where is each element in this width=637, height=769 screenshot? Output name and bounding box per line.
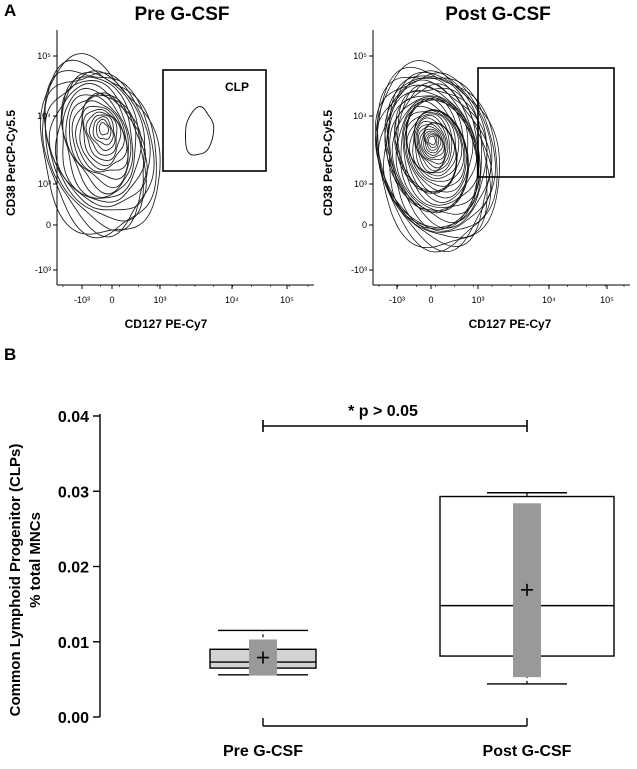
y-axis-label: CD38 PerCP-Cy5.5: [4, 110, 18, 216]
contour-line: [68, 92, 132, 189]
panel-letter-a: A: [4, 1, 16, 20]
contour-line: [61, 80, 146, 203]
y-tick-label: 0.03: [58, 484, 89, 501]
contour-line: [39, 53, 161, 235]
x-axis-label: CD127 PE-Cy7: [469, 317, 552, 331]
x-axis-label: CD127 PE-Cy7: [125, 317, 208, 331]
flow-axes: 10⁵ 10⁴ 10³ 0 -10³ -10³ 0 10³ 10⁴ 10⁵: [351, 30, 630, 305]
contour-line: [391, 84, 479, 213]
contour-line: [412, 113, 457, 177]
contour-line: [81, 105, 125, 167]
category-label: Post G-CSF: [483, 743, 572, 760]
y-tick-label: -10³: [351, 265, 367, 275]
clp-gate: [162, 69, 267, 172]
x-tick-label: -10³: [389, 295, 405, 305]
contour-line: [375, 72, 493, 247]
contour-line: [409, 112, 458, 180]
clp-gate: [477, 67, 615, 178]
contour-line: [184, 106, 215, 156]
contour-line: [96, 118, 112, 140]
y-tick-label: 10⁴: [353, 111, 367, 121]
clp-gate-label: CLP: [225, 80, 249, 94]
x-tick-label: 10⁴: [542, 295, 556, 305]
y-tick-label: 10³: [38, 179, 51, 189]
contour-line: [386, 87, 481, 229]
significance-label: * p > 0.05: [348, 403, 418, 420]
contour-line: [393, 96, 474, 208]
box-axes: 0.00 0.01 0.02 0.03 0.04 Pre G-CSF Post G-CSF: [58, 409, 572, 760]
y-tick-label: -10³: [35, 265, 51, 275]
x-tick-label: -10³: [74, 295, 90, 305]
contour-line: [83, 108, 122, 161]
flow-axes: 10⁵ 10⁴ 10³ 0 -10³ -10³ 0 10³ 10⁴ 10⁵: [35, 30, 314, 305]
y-tick-label: 0: [362, 220, 367, 230]
y-axis-label-line1: Common Lymphoid Progenitor (CLPs): [7, 444, 24, 717]
box-marks: [209, 492, 615, 685]
contour-line: [426, 134, 438, 149]
x-tick-label: 10⁵: [600, 295, 614, 305]
contour-line: [416, 122, 449, 169]
y-axis-label: CD38 PerCP-Cy5.5: [321, 110, 335, 216]
contour-line: [402, 97, 468, 193]
panel-letter-b: B: [4, 345, 16, 364]
contour-line: [383, 75, 493, 232]
y-tick-label: 0.04: [58, 409, 89, 426]
contour-line: [413, 114, 455, 174]
contour-line: [384, 79, 488, 229]
flow-plot-title: Pre G-CSF: [134, 4, 229, 25]
x-tick-label: 10⁵: [280, 295, 294, 305]
contour-line: [400, 97, 469, 199]
contour-line: [98, 122, 109, 136]
x-tick-label: 10³: [153, 295, 166, 305]
y-tick-label: 10⁴: [37, 111, 51, 121]
contour-line: [377, 71, 492, 233]
contour-line: [75, 95, 129, 173]
x-tick-label: 0: [109, 295, 114, 305]
x-tick-label: 10³: [471, 295, 484, 305]
contour-line: [406, 110, 457, 182]
contour-line: [395, 95, 478, 212]
y-tick-label: 0: [46, 220, 51, 230]
contour-line: [389, 82, 478, 215]
flow-plot-post: Post G-CSF 10⁵ 10⁴ 10³ 0 -10³ -10³ 0 10³ 10⁴ 10⁵ …: [321, 4, 630, 331]
contour-line: [79, 100, 128, 171]
contour-lines: [375, 60, 500, 253]
contour-line: [421, 126, 445, 159]
contour-line: [395, 90, 480, 214]
y-tick-label: 10³: [354, 179, 367, 189]
y-axis-label-line2: % total MNCs: [27, 512, 44, 608]
y-tick-label: 0.01: [58, 635, 89, 652]
contour-line: [419, 123, 446, 160]
x-tick-label: 10⁴: [225, 295, 239, 305]
contour-line: [428, 135, 436, 146]
contour-line: [44, 70, 155, 238]
contour-line: [85, 111, 118, 156]
y-tick-label: 0.02: [58, 560, 89, 577]
contour-line: [54, 76, 148, 208]
contour-line: [394, 98, 469, 206]
y-tick-label: 0.00: [58, 710, 89, 727]
flow-plot-title: Post G-CSF: [445, 4, 551, 25]
contour-line: [415, 121, 450, 172]
y-tick-label: 10⁵: [353, 51, 367, 61]
contour-line: [71, 92, 129, 180]
contour-line: [375, 70, 488, 239]
contour-line: [92, 116, 114, 146]
contour-line: [88, 114, 116, 151]
contour-line: [48, 71, 147, 211]
contour-lines: [39, 53, 215, 239]
contour-line: [423, 128, 444, 156]
category-label: Pre G-CSF: [223, 743, 303, 760]
contour-line: [424, 130, 442, 154]
contour-line: [417, 122, 447, 165]
contour-line: [60, 83, 142, 199]
y-tick-label: 10⁵: [37, 51, 51, 61]
contour-line: [425, 132, 440, 151]
x-tick-label: 0: [428, 295, 433, 305]
